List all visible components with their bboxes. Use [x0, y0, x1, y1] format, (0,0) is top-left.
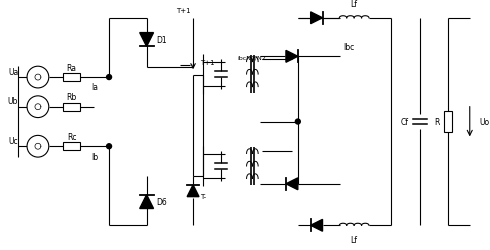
Text: Ua: Ua — [8, 67, 18, 76]
Text: Rb: Rb — [66, 93, 76, 102]
Bar — [63, 74, 80, 82]
Text: Lf: Lf — [351, 0, 358, 10]
Polygon shape — [187, 185, 199, 197]
Polygon shape — [140, 34, 153, 47]
Circle shape — [27, 136, 49, 158]
Text: Ia: Ia — [92, 83, 98, 92]
Text: D1: D1 — [156, 36, 167, 45]
Polygon shape — [286, 178, 298, 190]
Text: Ib: Ib — [92, 152, 99, 161]
Circle shape — [27, 67, 49, 88]
Bar — [63, 143, 80, 150]
Text: Ra: Ra — [67, 64, 76, 72]
Text: R: R — [435, 118, 440, 126]
Text: Rc: Rc — [67, 132, 76, 141]
Text: T-: T- — [200, 193, 206, 199]
Bar — [63, 103, 80, 111]
Circle shape — [295, 120, 300, 124]
Circle shape — [107, 75, 112, 80]
Text: T+1: T+1 — [200, 60, 215, 66]
Text: Uo: Uo — [480, 118, 490, 126]
Text: T+1: T+1 — [176, 8, 191, 14]
Circle shape — [107, 144, 112, 149]
Polygon shape — [311, 220, 322, 231]
Text: Ibc: Ibc — [343, 43, 355, 52]
Polygon shape — [311, 13, 322, 24]
Text: Lf: Lf — [351, 235, 358, 244]
Text: Ub: Ub — [8, 97, 18, 106]
Polygon shape — [140, 195, 153, 209]
Text: D6: D6 — [156, 197, 167, 206]
Polygon shape — [286, 51, 298, 63]
Text: ibcN1/N2: ibcN1/N2 — [238, 55, 267, 60]
Bar — [443, 111, 452, 133]
Text: Uc: Uc — [8, 136, 18, 145]
Circle shape — [27, 96, 49, 118]
Text: Cf: Cf — [400, 118, 409, 126]
